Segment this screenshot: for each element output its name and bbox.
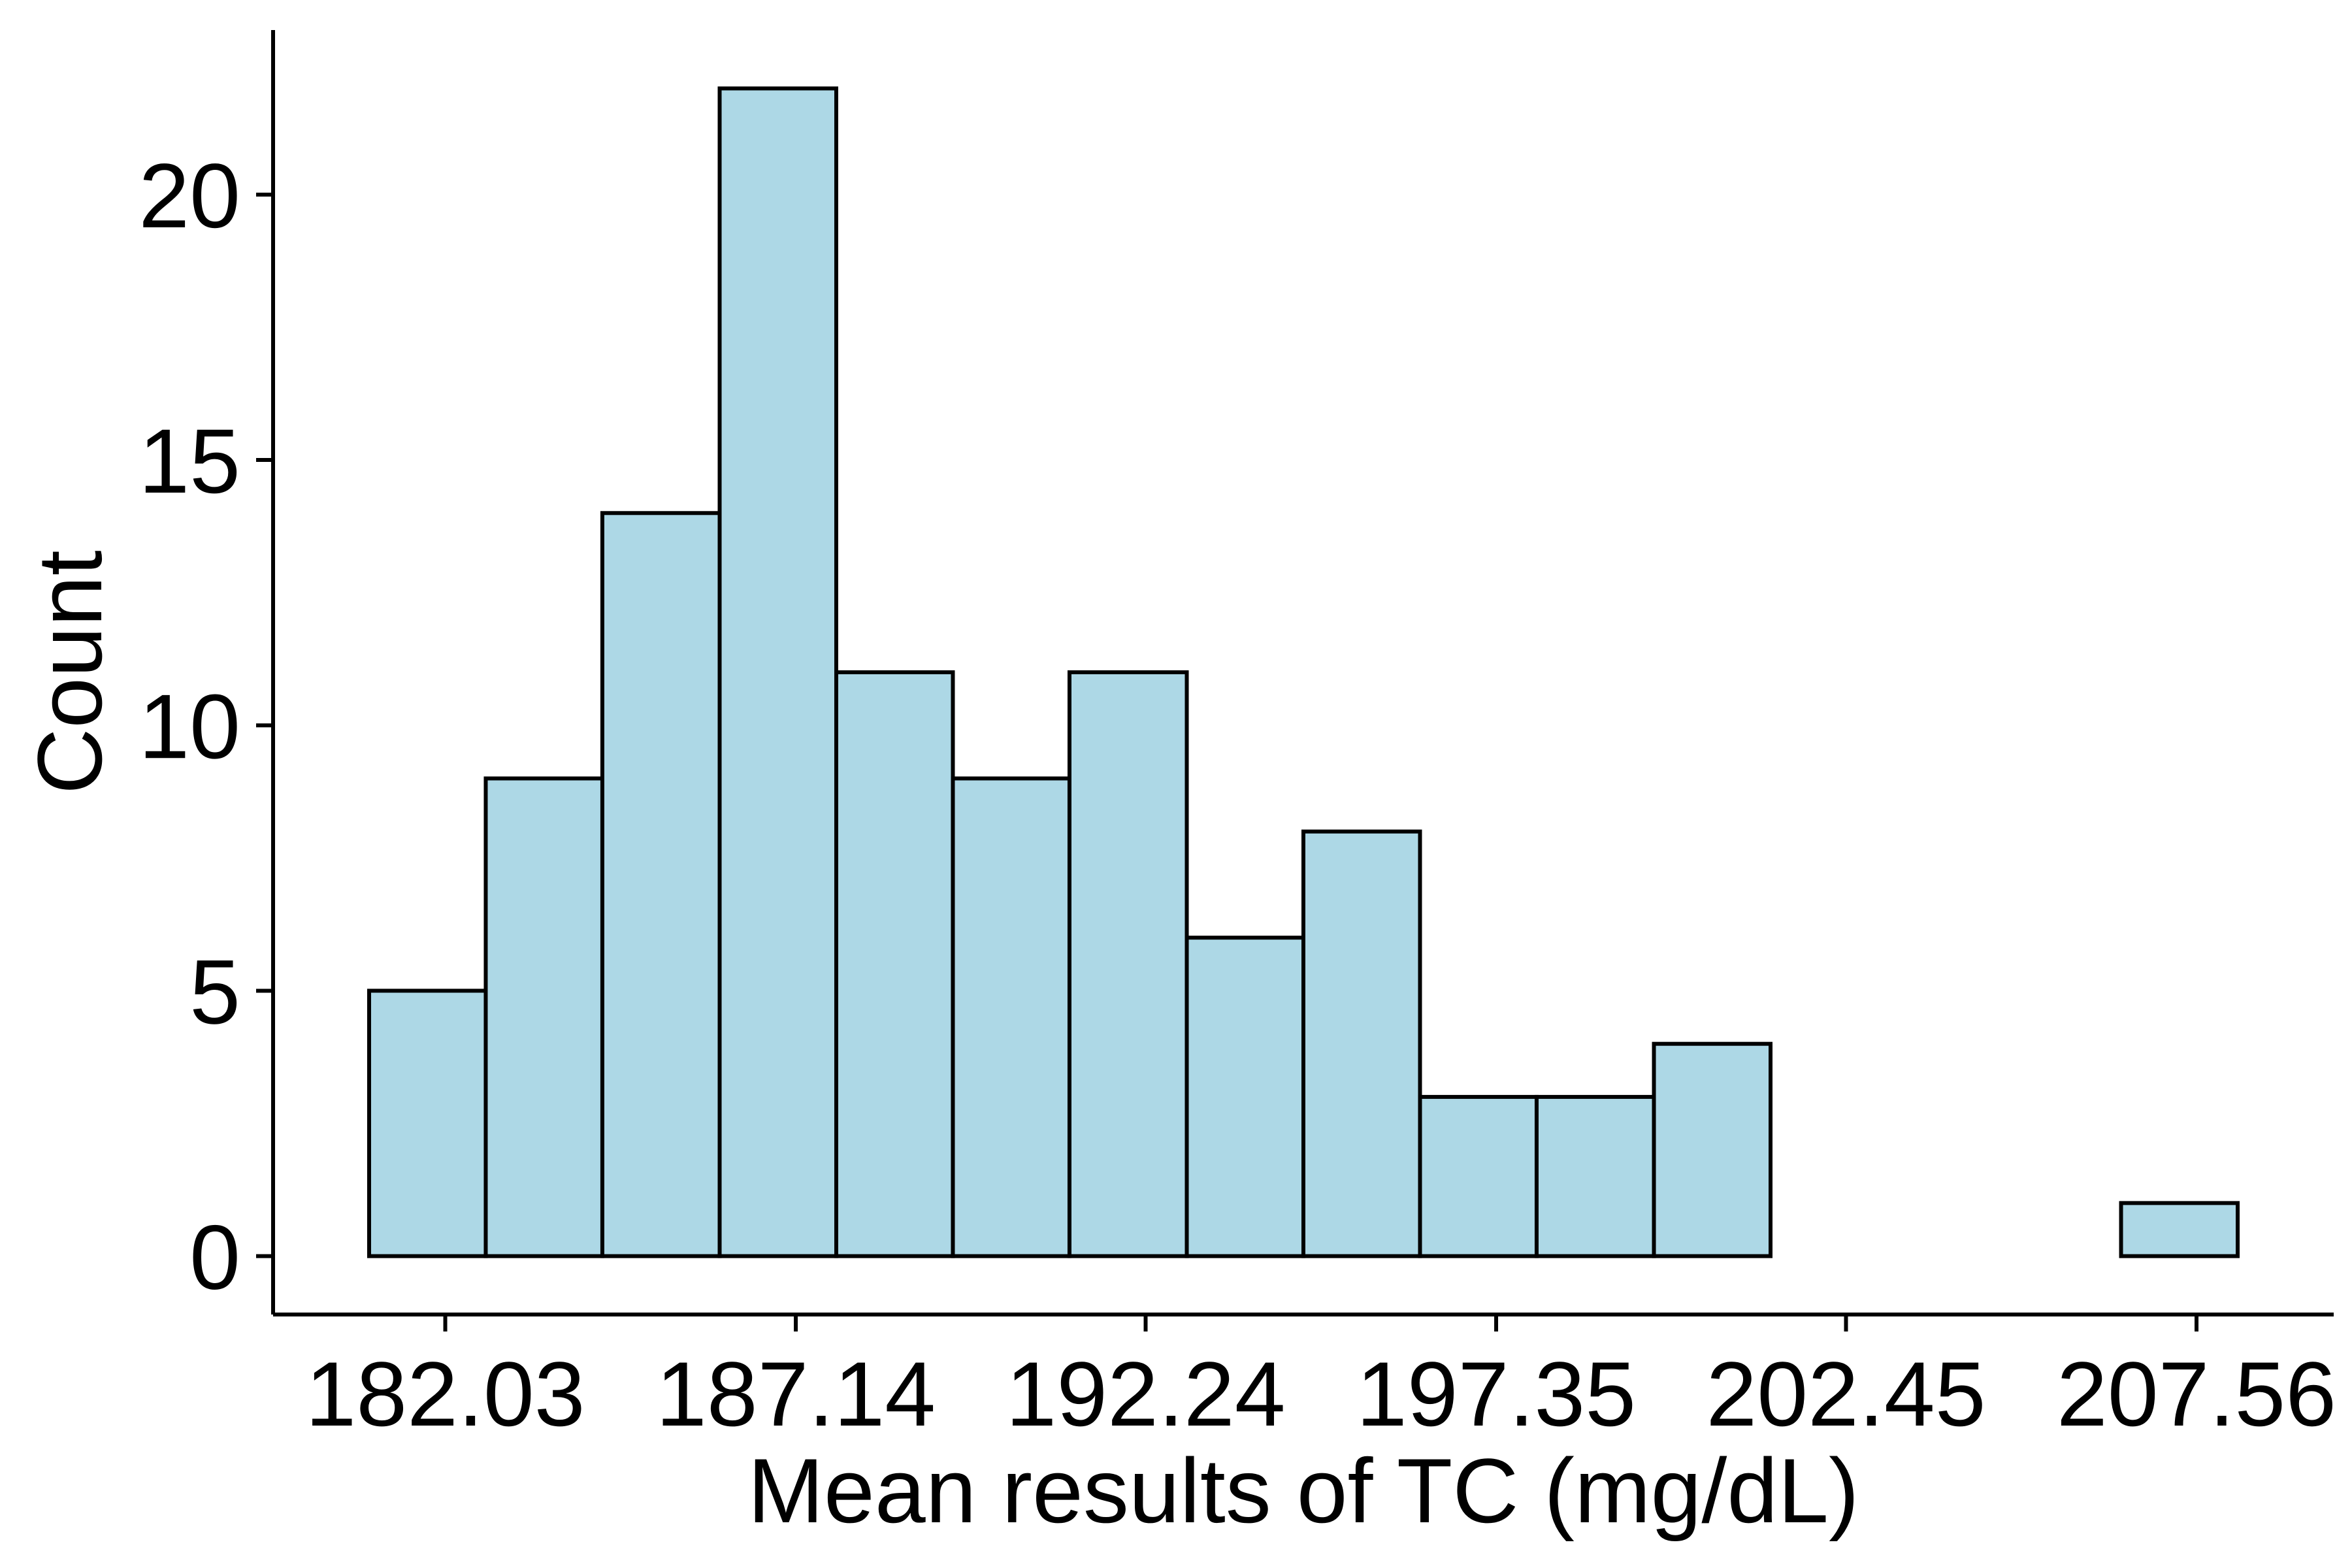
x-axis-title: Mean results of TC (mg/dL) — [747, 1439, 1859, 1542]
histogram-bar — [2119, 1201, 2240, 1258]
histogram-bar — [951, 776, 1071, 1258]
x-tick-label: 197.35 — [1356, 1343, 1636, 1445]
y-tick-label: 20 — [139, 144, 240, 247]
y-axis-title: Count — [18, 550, 121, 794]
x-tick-label: 192.24 — [1005, 1343, 1285, 1445]
y-tick-label: 5 — [189, 940, 240, 1043]
histogram-bar — [717, 86, 838, 1258]
y-tick-label: 15 — [139, 410, 240, 512]
histogram-bar — [1534, 1094, 1656, 1258]
histogram-bar — [483, 776, 604, 1258]
x-tick-label: 182.03 — [305, 1343, 585, 1445]
x-tick-label: 187.14 — [656, 1343, 936, 1445]
bars-group — [367, 86, 2240, 1258]
x-tick-label: 207.56 — [2057, 1343, 2336, 1445]
y-axis-ticks: 0 5 10 15 20 — [139, 144, 273, 1309]
x-axis-ticks: 182.03 187.14 192.24 197.35 202.45 207.56 — [305, 1315, 2336, 1445]
histogram-bar — [1184, 936, 1306, 1258]
histogram-bar — [1418, 1094, 1539, 1258]
y-tick-label: 10 — [139, 675, 240, 777]
histogram-bar — [1301, 829, 1422, 1258]
histogram-bar — [367, 988, 488, 1258]
x-tick-label: 202.45 — [1706, 1343, 1985, 1445]
y-tick-label: 0 — [189, 1206, 240, 1309]
histogram-bar — [1652, 1041, 1773, 1258]
histogram-bar — [834, 670, 955, 1258]
histogram-bar — [600, 511, 722, 1258]
histogram-bar — [1067, 670, 1189, 1258]
